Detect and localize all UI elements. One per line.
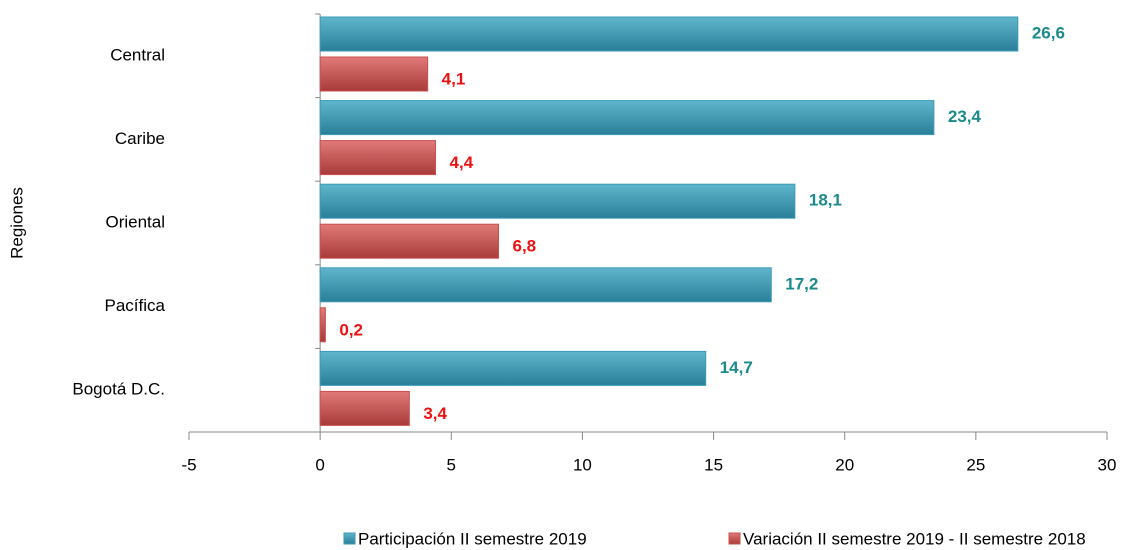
x-tick-label: 5 xyxy=(447,455,456,474)
bar xyxy=(319,307,326,343)
legend-swatch xyxy=(728,532,741,545)
value-label: 26,6 xyxy=(1032,23,1065,42)
bar xyxy=(319,390,410,426)
value-label: 23,4 xyxy=(948,107,982,126)
bar xyxy=(319,267,772,303)
legend-label: Variación II semestre 2019 - II semestre… xyxy=(743,529,1086,548)
category-label: Pacífica xyxy=(105,296,166,315)
category-label: Caribe xyxy=(115,129,165,148)
x-tick-label: 25 xyxy=(966,455,985,474)
bar xyxy=(319,350,707,386)
bar xyxy=(319,100,935,136)
x-tick-label: 15 xyxy=(704,455,723,474)
x-tick-label: 30 xyxy=(1098,455,1117,474)
value-label: 17,2 xyxy=(785,274,818,293)
bar xyxy=(319,56,429,92)
y-axis-label: Regiones xyxy=(7,187,26,259)
bar xyxy=(319,183,796,219)
value-label: 14,7 xyxy=(720,358,753,377)
legend-swatch xyxy=(343,532,356,545)
value-label: 4,4 xyxy=(450,153,474,172)
bar xyxy=(319,16,1019,52)
value-label: 4,1 xyxy=(442,69,466,88)
value-label: 3,4 xyxy=(423,404,447,423)
legend-label: Participación II semestre 2019 xyxy=(358,529,587,548)
x-tick-label: 0 xyxy=(315,455,324,474)
value-label: 6,8 xyxy=(512,237,536,256)
category-label: Oriental xyxy=(105,212,165,231)
x-tick-label: -5 xyxy=(181,455,196,474)
value-label: 18,1 xyxy=(809,191,842,210)
x-tick-label: 20 xyxy=(835,455,854,474)
category-label: Bogotá D.C. xyxy=(72,380,165,399)
x-tick-label: 10 xyxy=(573,455,592,474)
category-label: Central xyxy=(110,45,165,64)
bar xyxy=(319,223,499,259)
bar xyxy=(319,140,437,176)
value-label: 0,2 xyxy=(339,320,363,339)
